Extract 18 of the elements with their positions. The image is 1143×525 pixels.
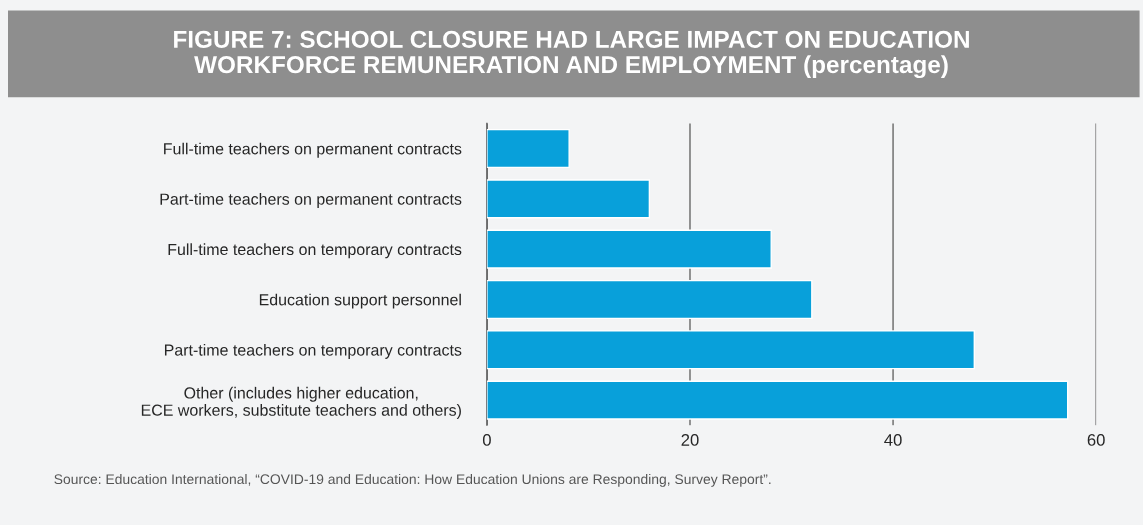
bar: [486, 330, 975, 370]
x-tick-label: 40: [884, 434, 902, 446]
x-tick-label: 60: [1087, 434, 1105, 446]
y-tick-label: Full-time teachers on temporary contracts: [168, 243, 462, 259]
bar: [486, 229, 772, 269]
chart-title: FIGURE 7: SCHOOL CLOSURE HAD LARGE IMPACT ON EDUCATION WORKFORCE REMUNERATION AND EMPLOYMENT (percentage): [174, 30, 969, 79]
bar: [486, 279, 813, 320]
x-tick-label: 20: [681, 434, 699, 446]
y-tick-label: Part-time teachers on permanent contracts: [160, 193, 462, 208]
bar: [486, 128, 570, 169]
bar: [486, 179, 651, 219]
bar: [486, 380, 1069, 420]
source-note: Source: Education International, “COVID-19 and Education: How Education Unions are Responding, Survey Report”.: [54, 473, 771, 487]
y-tick-label: Education support personnel: [259, 293, 461, 309]
y-tick-label: Other (includes higher education, ECE workers, substitute teachers and others): [141, 386, 461, 419]
y-tick-label: Part-time teachers on temporary contracts: [164, 343, 462, 359]
y-tick-label: Full-time teachers on permanent contracts: [164, 142, 462, 158]
x-tick-label: 0: [482, 434, 491, 446]
